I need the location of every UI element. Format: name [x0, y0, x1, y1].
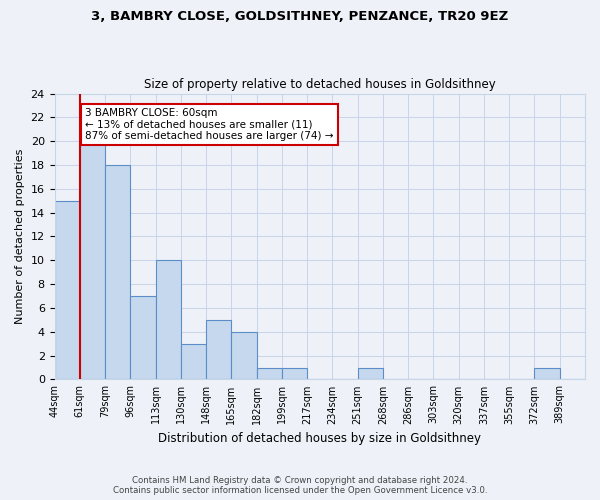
Bar [232, 332, 257, 380]
Y-axis label: Number of detached properties: Number of detached properties [15, 149, 25, 324]
Text: 3 BAMBRY CLOSE: 60sqm
← 13% of detached houses are smaller (11)
87% of semi-deta: 3 BAMBRY CLOSE: 60sqm ← 13% of detached … [85, 108, 334, 141]
Bar [206, 320, 232, 380]
Bar [130, 296, 155, 380]
Text: Contains HM Land Registry data © Crown copyright and database right 2024.
Contai: Contains HM Land Registry data © Crown c… [113, 476, 487, 495]
Bar [181, 344, 206, 380]
Bar [282, 368, 307, 380]
X-axis label: Distribution of detached houses by size in Goldsithney: Distribution of detached houses by size … [158, 432, 481, 445]
Bar [358, 368, 383, 380]
Bar [535, 368, 560, 380]
Bar [80, 141, 105, 380]
Bar [257, 368, 282, 380]
Title: Size of property relative to detached houses in Goldsithney: Size of property relative to detached ho… [144, 78, 496, 91]
Bar [55, 201, 80, 380]
Text: 3, BAMBRY CLOSE, GOLDSITHNEY, PENZANCE, TR20 9EZ: 3, BAMBRY CLOSE, GOLDSITHNEY, PENZANCE, … [91, 10, 509, 23]
Bar [155, 260, 181, 380]
Bar [105, 165, 130, 380]
